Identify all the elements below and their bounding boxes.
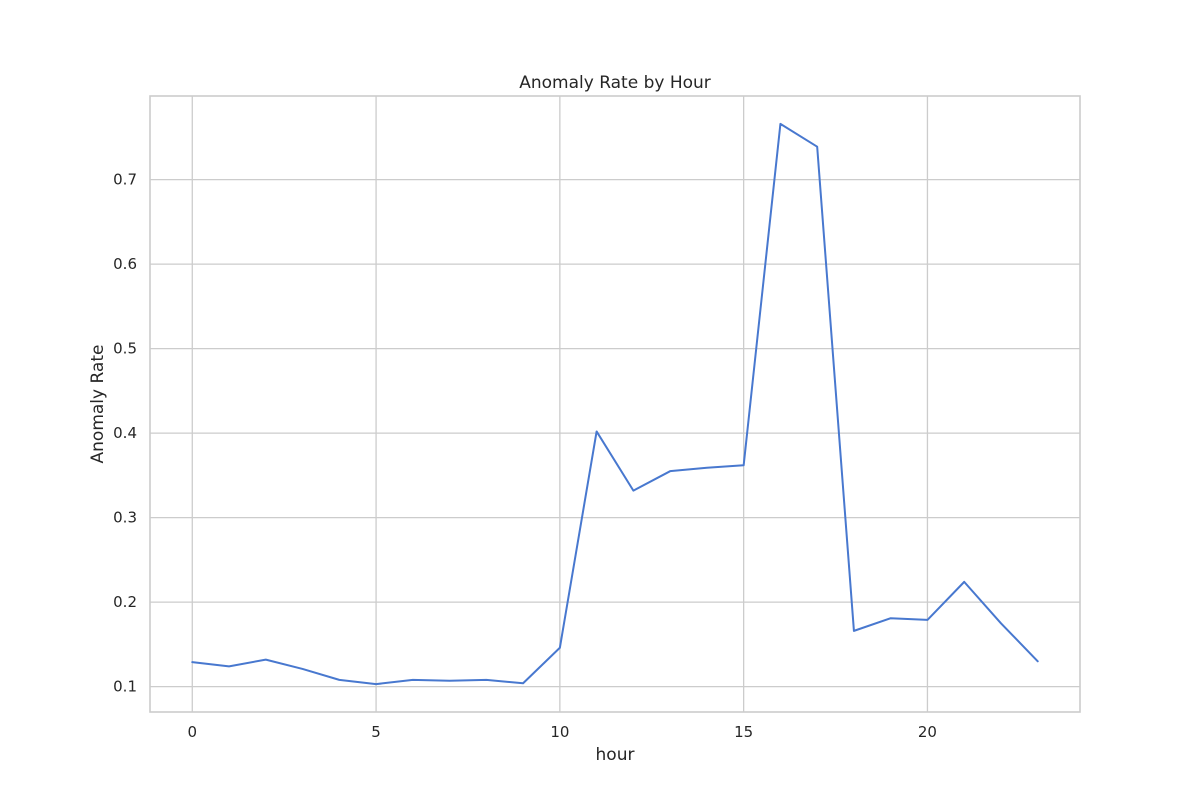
- data-point: [888, 616, 893, 621]
- data-point: [704, 465, 709, 470]
- x-tick-label: 5: [371, 723, 381, 741]
- data-point: [998, 621, 1003, 626]
- plot-frame: [149, 95, 1081, 713]
- tick-layer: 0 5 10 15 20 0.1 0.2 0.3 0.4 0.5 0.6 0.7: [113, 171, 937, 741]
- data-point: [521, 681, 526, 686]
- x-tick-label: 15: [734, 723, 753, 741]
- x-tick-label: 10: [550, 723, 569, 741]
- series-line: [191, 122, 1039, 686]
- y-tick-label: 0.1: [113, 678, 137, 696]
- data-point: [778, 121, 783, 126]
- data-point: [484, 677, 489, 682]
- y-tick-label: 0.4: [113, 424, 137, 442]
- y-tick-label: 0.3: [113, 509, 137, 527]
- data-point: [594, 429, 599, 434]
- y-tick-label: 0.7: [113, 171, 137, 189]
- grid-layer: [150, 96, 1080, 712]
- data-point: [410, 677, 415, 682]
- y-tick-label: 0.6: [113, 255, 137, 273]
- data-point: [337, 677, 342, 682]
- y-tick-label: 0.5: [113, 340, 137, 358]
- series-layer: [190, 121, 1040, 687]
- data-point: [263, 657, 268, 662]
- data-point: [557, 645, 562, 650]
- x-tick-label: 20: [918, 723, 937, 741]
- y-tick-label: 0.2: [113, 593, 137, 611]
- x-axis-label: hour: [596, 745, 635, 765]
- data-point: [227, 664, 232, 669]
- y-axis-label: Anomaly Rate: [88, 345, 108, 464]
- data-point: [741, 463, 746, 468]
- x-tick-label: 0: [187, 723, 197, 741]
- data-point: [1035, 659, 1040, 664]
- data-point: [190, 660, 195, 665]
- data-point: [631, 488, 636, 493]
- data-point: [925, 617, 930, 622]
- data-point: [374, 682, 379, 687]
- data-point: [300, 666, 305, 671]
- data-point: [815, 144, 820, 149]
- data-point: [962, 579, 967, 584]
- data-point: [447, 678, 452, 683]
- chart-title: Anomaly Rate by Hour: [519, 73, 711, 93]
- data-point: [851, 628, 856, 633]
- data-point: [668, 469, 673, 474]
